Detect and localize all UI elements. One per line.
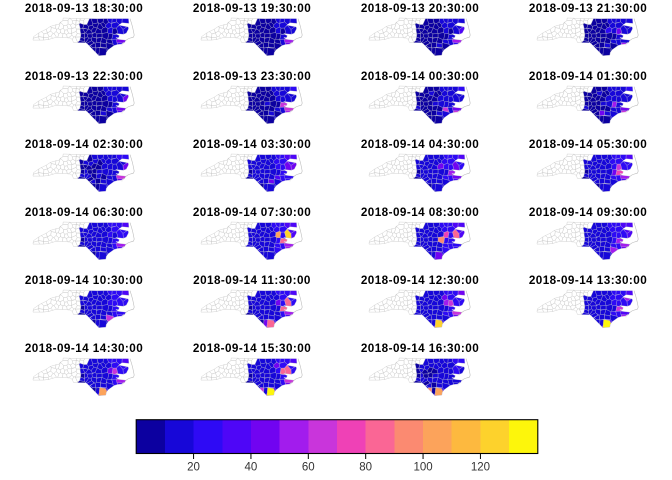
svg-text:40: 40 (245, 462, 258, 474)
svg-text:60: 60 (302, 462, 315, 474)
svg-text:20: 20 (187, 462, 200, 474)
svg-text:120: 120 (471, 462, 490, 474)
svg-text:80: 80 (359, 462, 372, 474)
svg-text:100: 100 (413, 462, 432, 474)
